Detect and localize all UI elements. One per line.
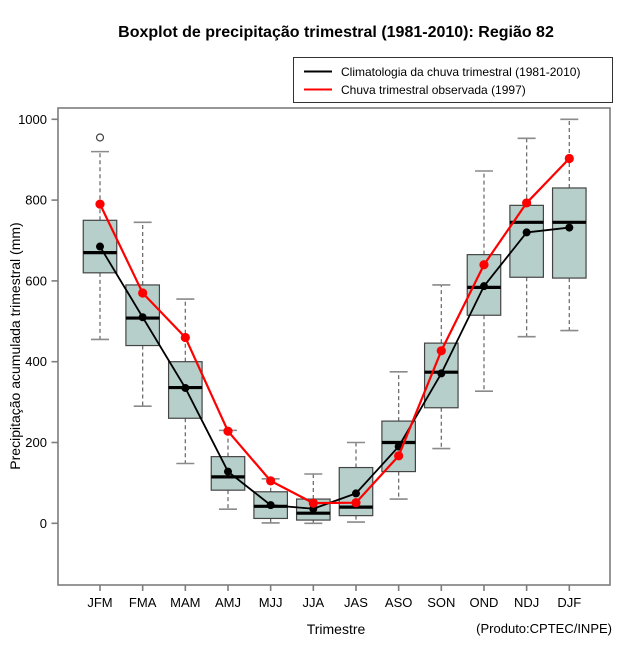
- observed-point-SON: [436, 346, 446, 356]
- observed-point-MAM: [180, 332, 190, 343]
- observed-point-FMA: [138, 288, 148, 298]
- x-tick-label-JFM: JFM: [87, 595, 112, 610]
- x-tick-label-SON: SON: [427, 595, 455, 610]
- observed-point-JAS: [351, 498, 361, 508]
- climatology-point-FMA: [138, 313, 147, 322]
- y-axis: 0 200 400 600 800 1000: [18, 112, 58, 531]
- climatology-point-MAM: [181, 383, 190, 392]
- x-tick-label-NDJ: NDJ: [514, 595, 539, 610]
- chart-title: Boxplot de precipitação trimestral (1981…: [118, 24, 554, 41]
- box-DJF: [551, 187, 587, 279]
- x-tick-label-DJF: DJF: [557, 595, 581, 610]
- observed-point-ASO: [394, 451, 404, 461]
- climatology-point-DJF: [565, 223, 574, 232]
- x-tick-label-ASO: ASO: [385, 595, 412, 610]
- source-note: (Produto:CPTEC/INPE): [476, 621, 612, 636]
- y-tick-label-600: 600: [25, 273, 47, 288]
- observed-point-JFM: [95, 199, 105, 209]
- box-NDJ: [509, 204, 544, 278]
- x-axis-title: Trimestre: [307, 621, 366, 637]
- climatology-line: [99, 226, 570, 510]
- y-tick-label-1000: 1000: [18, 112, 47, 127]
- y-tick-label-200: 200: [25, 435, 47, 450]
- boxplot-marks: [82, 118, 587, 525]
- observed-point-NDJ: [522, 198, 532, 208]
- observed-point-OND: [479, 260, 489, 270]
- x-tick-label-MAM: MAM: [170, 595, 200, 610]
- climatology-point-MJJ: [266, 501, 275, 510]
- climatology-point-JAS: [351, 489, 360, 498]
- y-tick-label-400: 400: [25, 354, 47, 369]
- line-series: [95, 153, 574, 513]
- x-tick-label-FMA: FMA: [129, 595, 157, 610]
- climatology-point-OND: [479, 282, 488, 291]
- observed-point-AMJ: [223, 426, 233, 436]
- legend-label-climatology: Climatologia da chuva trimestral (1981-2…: [341, 65, 580, 79]
- x-tick-label-MJJ: MJJ: [259, 595, 283, 610]
- climatology-point-SON: [437, 369, 446, 378]
- x-tick-label-JAS: JAS: [344, 595, 368, 610]
- legend-box: [293, 57, 613, 103]
- observed-point-DJF: [564, 153, 574, 164]
- y-axis-title: Precipitação acumulada trimestral (mm): [7, 222, 23, 469]
- outlier-JFM: [95, 133, 105, 142]
- climatology-point-NDJ: [522, 228, 531, 237]
- climatology-point-AMJ: [223, 467, 232, 476]
- climatology-point-JFM: [96, 242, 104, 251]
- legend: Climatologia da chuva trimestral (1981-2…: [293, 57, 613, 103]
- y-tick-label-0: 0: [40, 516, 47, 531]
- observed-point-JJA: [308, 498, 318, 508]
- x-tick-label-AMJ: AMJ: [215, 595, 241, 610]
- y-tick-label-800: 800: [25, 193, 47, 208]
- observed-line: [99, 157, 571, 505]
- x-axis: JFM FMA MAM AMJ MJJ JJA JAS ASO SON OND NDJ DJF: [87, 585, 581, 610]
- x-tick-label-OND: OND: [470, 595, 499, 610]
- legend-label-observed: Chuva trimestral observada (1997): [341, 83, 526, 97]
- x-tick-label-JJA: JJA: [302, 595, 324, 610]
- plot-frame: [57, 107, 611, 586]
- observed-point-MJJ: [266, 476, 276, 486]
